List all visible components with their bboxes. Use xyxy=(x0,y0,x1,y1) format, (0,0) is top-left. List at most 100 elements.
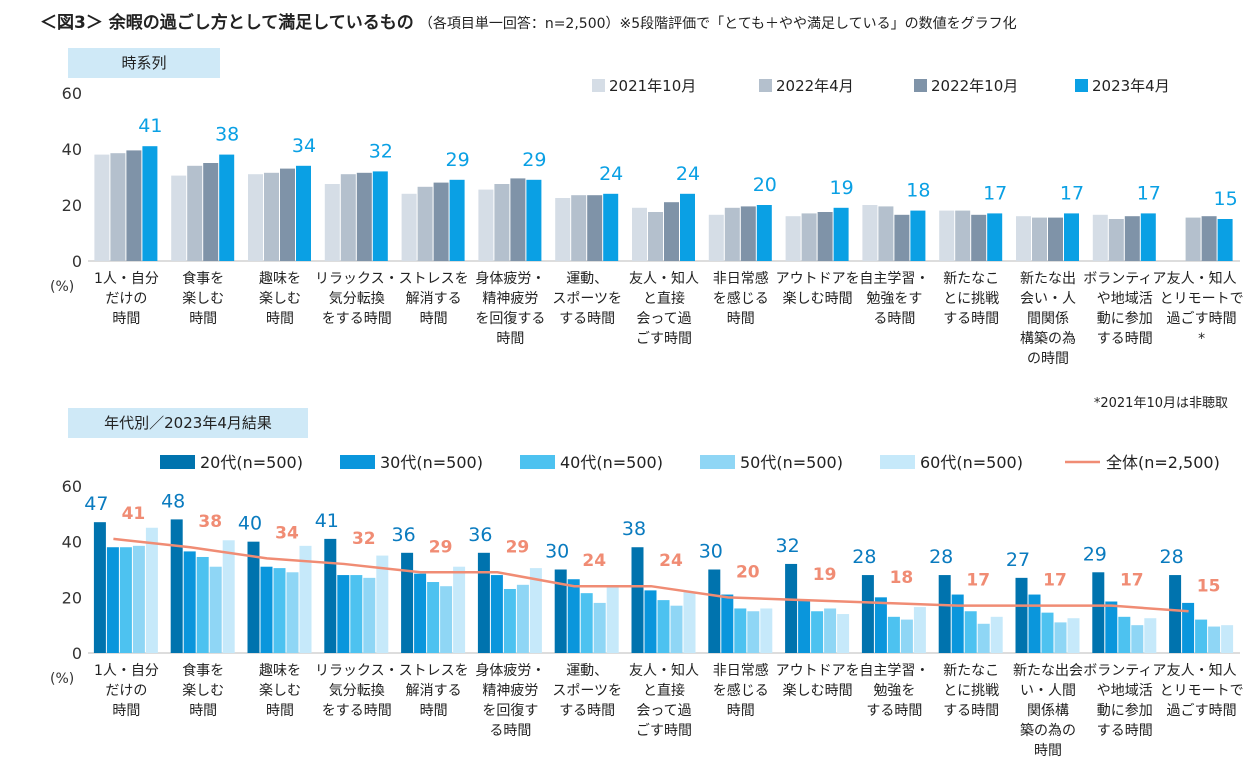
category-label: 会って過 xyxy=(636,703,691,719)
category-label: する時間 xyxy=(866,703,922,719)
category-label: を回復する xyxy=(475,310,545,327)
bar-a-s3-c0 xyxy=(132,545,145,653)
legend-swatch xyxy=(340,455,375,469)
data-label-20s: 27 xyxy=(1006,549,1030,571)
category-label: 時間 xyxy=(266,703,294,719)
data-label-20s: 36 xyxy=(392,524,416,546)
bar-a-s0-c5 xyxy=(477,552,490,653)
bar-a-s1-c10 xyxy=(874,597,887,653)
data-label-20s: 41 xyxy=(315,510,339,532)
category-label: 解消する xyxy=(406,291,462,307)
category-label: ボランティア xyxy=(1083,663,1166,679)
bar-t-s3-c10 xyxy=(910,210,926,261)
bar-t-s0-c9 xyxy=(785,216,801,261)
category-label: 時間 xyxy=(1034,743,1062,759)
category-label: る時間 xyxy=(489,723,531,739)
category-label: リラックス・ xyxy=(315,271,399,287)
bar-t-s2-c7 xyxy=(664,202,679,261)
data-label-20s: 48 xyxy=(161,490,185,512)
bar-a-s1-c11 xyxy=(951,594,964,653)
data-label-2023-04: 19 xyxy=(830,177,854,199)
category-label: 時間 xyxy=(112,703,140,719)
bar-a-s1-c13 xyxy=(1105,601,1118,653)
category-label: スポーツを xyxy=(552,291,622,307)
category-label: 1人・自分 xyxy=(94,271,159,287)
data-label-20s: 40 xyxy=(238,513,262,535)
y-tick-label: 20 xyxy=(62,196,82,215)
y-tick-label: 60 xyxy=(62,84,82,103)
bar-t-s1-c3 xyxy=(340,174,356,261)
bar-t-s3-c2 xyxy=(296,165,311,261)
bar-a-s1-c7 xyxy=(644,590,657,653)
legend-label: 60代(n=500) xyxy=(920,453,1023,472)
category-label: 時間 xyxy=(189,311,217,327)
category-label: 楽しむ xyxy=(182,683,224,699)
bar-a-s3-c10 xyxy=(900,619,913,653)
data-label-20s: 36 xyxy=(468,524,492,546)
legend-swatch xyxy=(914,79,927,92)
overall-data-label: 32 xyxy=(352,529,376,549)
bar-t-s0-c1 xyxy=(171,175,187,261)
y-tick-label: 20 xyxy=(62,588,82,607)
data-label-20s: 32 xyxy=(776,535,800,557)
bar-t-s0-c0 xyxy=(94,154,110,261)
legend-label: 2021年10月 xyxy=(609,77,696,95)
category-label: の時間 xyxy=(1027,351,1069,367)
category-label: * xyxy=(1198,331,1205,347)
data-label-20s: 28 xyxy=(852,546,876,568)
bar-t-s2-c13 xyxy=(1124,216,1140,261)
bar-t-s1-c13 xyxy=(1108,219,1124,261)
category-label: 友人・知人 xyxy=(629,270,699,287)
section-tag-timeseries: 時系列 xyxy=(68,48,220,78)
category-label: とリモートで xyxy=(1160,683,1244,699)
bar-a-s3-c12 xyxy=(1054,622,1067,653)
category-label: 友人・知人 xyxy=(1167,662,1237,679)
overall-data-label: 19 xyxy=(813,565,837,585)
bar-a-s3-c11 xyxy=(977,623,990,653)
bar-t-s0-c8 xyxy=(708,214,724,261)
bar-t-s2-c10 xyxy=(894,214,910,261)
category-label: だけの xyxy=(105,683,147,699)
category-label: 非日常感 xyxy=(713,662,769,679)
bar-t-s3-c12 xyxy=(1064,213,1079,261)
category-label: と直接 xyxy=(643,290,685,307)
data-label-20s: 30 xyxy=(699,541,723,563)
overall-data-label: 29 xyxy=(429,537,453,557)
bar-a-s3-c7 xyxy=(670,605,683,653)
category-label: 趣味を xyxy=(259,663,301,679)
overall-data-label: 24 xyxy=(659,551,683,571)
bar-a-s2-c11 xyxy=(964,611,977,653)
category-label: 過ごす時間 xyxy=(1167,311,1237,327)
category-label: とに挑戦 xyxy=(943,683,999,699)
legend-label: 2023年4月 xyxy=(1092,77,1170,95)
data-label-20s: 38 xyxy=(622,518,646,540)
category-label: だけの xyxy=(105,291,147,307)
bar-a-s1-c6 xyxy=(567,579,580,653)
data-label-2023-04: 18 xyxy=(906,180,930,202)
overall-data-label: 34 xyxy=(275,523,299,543)
bar-a-s1-c8 xyxy=(721,594,734,653)
bar-a-s1-c12 xyxy=(1028,594,1041,653)
bar-t-s3-c3 xyxy=(372,171,388,261)
category-label: ごす時間 xyxy=(636,723,692,739)
data-label-2023-04: 29 xyxy=(446,149,470,171)
category-label: 自主学習・ xyxy=(859,663,929,679)
category-label: 身体疲労・ xyxy=(475,270,545,287)
bar-t-s0-c7 xyxy=(632,207,647,261)
category-label: 運動、 xyxy=(566,663,608,679)
bar-a-s2-c1 xyxy=(196,556,209,653)
category-label: する時間 xyxy=(943,311,999,327)
legend-swatch xyxy=(1075,79,1088,92)
title-main: ＜図3＞ 余暇の過ごし方として満足しているもの xyxy=(40,13,414,33)
category-label: 身体疲労・ xyxy=(475,662,545,679)
bar-t-s1-c4 xyxy=(417,186,433,261)
data-label-20s: 47 xyxy=(84,493,108,515)
data-label-20s: 28 xyxy=(1160,546,1184,568)
data-label-2023-04: 15 xyxy=(1214,188,1238,210)
bar-a-s0-c0 xyxy=(93,522,106,653)
bar-t-s0-c3 xyxy=(324,184,340,261)
y-tick-label: 60 xyxy=(62,477,82,496)
bar-t-s1-c9 xyxy=(801,213,817,261)
category-label: 友人・知人 xyxy=(629,662,699,679)
bar-t-s0-c6 xyxy=(555,198,571,261)
